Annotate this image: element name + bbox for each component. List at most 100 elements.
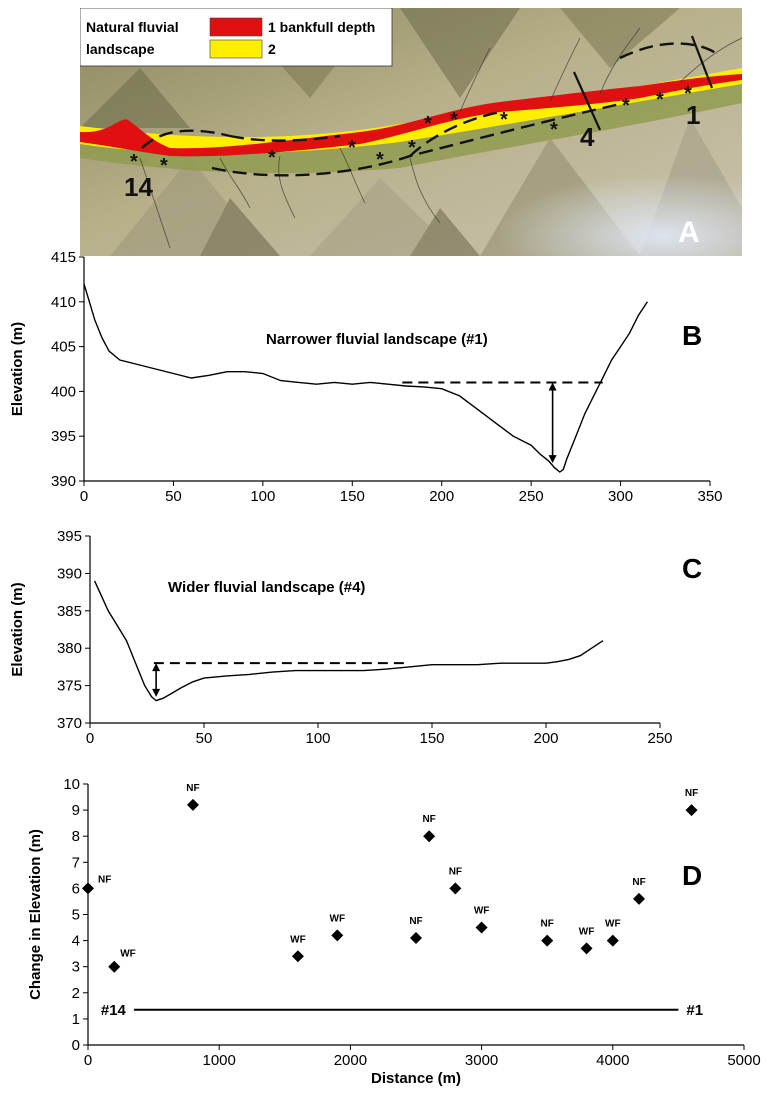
panel-d-point-label: NF bbox=[186, 783, 199, 794]
panel-d-y-tick-label: 3 bbox=[72, 959, 80, 976]
panel-c-x-tick-label: 250 bbox=[647, 730, 672, 747]
panel-d-y-tick-label: 0 bbox=[72, 1037, 80, 1054]
legend-title-line1: Natural fluvial bbox=[86, 19, 179, 35]
panel-d-y-tick-label: 8 bbox=[72, 828, 80, 845]
panel-c-y-tick-label: 395 bbox=[57, 528, 82, 545]
panel-d-point-label: WF bbox=[120, 949, 136, 960]
relief-map: ** ** ** ** ** ** * 14 4 1 A Natural flu… bbox=[80, 8, 742, 256]
chart-panel-b: 0 50 100 150 200 250 300 350 390 395 400 405 410 415 E… bbox=[9, 249, 723, 505]
chart-panel-c: 0 50 100 150 200 250 370 375 380 385 390 395 Elevati… bbox=[9, 528, 702, 747]
panel-b-x-tick-label: 350 bbox=[697, 488, 722, 505]
panel-c-y-tick-label: 375 bbox=[57, 678, 82, 695]
panel-d-data-point bbox=[82, 882, 94, 895]
panel-d-point-label: NF bbox=[685, 788, 698, 799]
panel-c-depth-arrow-head-bottom bbox=[152, 688, 161, 697]
panel-b-y-tick-label: 390 bbox=[51, 473, 76, 490]
panel-c-x-tick-label: 50 bbox=[196, 730, 213, 747]
panel-d-x-tick-label: 5000 bbox=[727, 1052, 760, 1069]
panel-c-y-tick-label: 385 bbox=[57, 603, 82, 620]
legend-label-bankfull: 1 bankfull depth bbox=[268, 19, 375, 35]
panel-b-depth-arrow-head-top bbox=[548, 382, 557, 391]
panel-c-elevation-profile bbox=[93, 580, 604, 702]
panel-d-y-tick-label: 4 bbox=[72, 933, 80, 950]
panel-b-y-axis-title: Elevation (m) bbox=[9, 322, 26, 416]
panel-d-x-tick-label: 0 bbox=[84, 1052, 92, 1069]
panel-d-x-tick-label: 2000 bbox=[334, 1052, 367, 1069]
panel-d-y-tick-label: 9 bbox=[72, 802, 80, 819]
panel-d-y-axis-title: Change in Elevation (m) bbox=[27, 829, 44, 1000]
panel-b-x-tick-label: 300 bbox=[608, 488, 633, 505]
map-legend: Natural fluvial landscape 1 bankfull dep… bbox=[80, 8, 393, 67]
panel-b-y-tick-label: 395 bbox=[51, 428, 76, 445]
panel-d-y-tick-label: 10 bbox=[63, 776, 80, 793]
panel-d-data-point bbox=[423, 830, 436, 843]
panel-d-point-label: NF bbox=[449, 866, 462, 877]
panel-b-y-tick-label: 415 bbox=[51, 249, 76, 266]
panel-d-point-label: NF bbox=[632, 877, 645, 888]
panel-d-y-tick-label: 2 bbox=[72, 985, 80, 1002]
panel-c-y-tick-label: 390 bbox=[57, 565, 82, 582]
panel-b-x-tick-label: 250 bbox=[519, 488, 544, 505]
panel-d-data-point bbox=[475, 921, 488, 934]
panel-b-x-tick-label: 100 bbox=[250, 488, 275, 505]
panel-d-data-point bbox=[108, 960, 121, 973]
panel-d-data-point bbox=[186, 798, 199, 811]
panel-b-annotation: Narrower fluvial landscape (#1) bbox=[266, 331, 488, 348]
panel-d-data-point bbox=[331, 929, 344, 942]
panel-c-x-tick-label: 200 bbox=[533, 730, 558, 747]
panel-c-y-tick-label: 370 bbox=[57, 715, 82, 732]
legend-swatch-bankfull bbox=[209, 17, 263, 37]
panel-b-x-tick-label: 200 bbox=[429, 488, 454, 505]
panel-b-y-tick-label: 405 bbox=[51, 339, 76, 356]
panel-d-reference-start-label: #14 bbox=[101, 1002, 127, 1019]
panel-d-point-label: WF bbox=[474, 906, 490, 917]
panel-c-depth-arrow-head-top bbox=[152, 663, 161, 672]
panel-d-point-label: WF bbox=[579, 926, 595, 937]
panel-d-data-point bbox=[291, 950, 304, 963]
panel-d-data-point bbox=[685, 804, 698, 817]
panel-d-data-point bbox=[580, 942, 593, 955]
panel-c-annotation: Wider fluvial landscape (#4) bbox=[168, 579, 365, 596]
panel-c-panel-label: C bbox=[682, 553, 702, 584]
panel-d-point-label: NF bbox=[541, 919, 554, 930]
panel-d-point-label: WF bbox=[605, 919, 621, 930]
legend-swatch-2 bbox=[209, 39, 263, 59]
panel-b-x-tick-label: 150 bbox=[340, 488, 365, 505]
panel-d-y-tick-label: 6 bbox=[72, 880, 80, 897]
panel-d-y-tick-label: 7 bbox=[72, 854, 80, 871]
panel-d-point-label: NF bbox=[422, 814, 435, 825]
panel-d-x-tick-label: 3000 bbox=[465, 1052, 498, 1069]
chart-panel-d: 0 1000 2000 3000 4000 5000 0 1 2 3 4 5 6 7 8 9 10 Change … bbox=[27, 776, 761, 1087]
panel-b-x-tick-label: 50 bbox=[165, 488, 182, 505]
panel-d-x-axis-title: Distance (m) bbox=[371, 1070, 461, 1087]
panel-c-y-axis-title: Elevation (m) bbox=[9, 582, 26, 676]
panel-b-panel-label: B bbox=[682, 320, 702, 351]
panel-d-panel-label: D bbox=[682, 860, 702, 891]
panel-d-data-point bbox=[410, 931, 422, 944]
panel-d-data-point bbox=[606, 934, 619, 947]
panel-b-x-tick-label: 0 bbox=[80, 488, 88, 505]
legend-title-line2: landscape bbox=[86, 41, 155, 57]
panel-d-reference-end-label: #1 bbox=[686, 1002, 703, 1019]
panel-label-a: A bbox=[678, 216, 700, 249]
panel-d-point-label: WF bbox=[290, 934, 306, 945]
panel-d-y-tick-label: 5 bbox=[72, 907, 80, 924]
panel-d-x-tick-label: 4000 bbox=[596, 1052, 629, 1069]
panel-c-x-tick-label: 150 bbox=[419, 730, 444, 747]
panel-c-x-tick-label: 100 bbox=[305, 730, 330, 747]
panel-d-y-tick-label: 1 bbox=[72, 1011, 80, 1028]
panel-d-point-label: WF bbox=[330, 913, 346, 924]
panel-c-y-tick-label: 380 bbox=[57, 640, 82, 657]
panel-d-data-point bbox=[449, 882, 462, 895]
panel-b-elevation-profile bbox=[83, 283, 648, 473]
panel-d-point-label: NF bbox=[98, 874, 111, 885]
legend-label-2: 2 bbox=[268, 41, 276, 57]
panel-b-depth-arrow-head-bottom bbox=[548, 455, 557, 464]
panel-d-point-label: NF bbox=[409, 916, 422, 927]
panel-c-x-tick-label: 0 bbox=[86, 730, 94, 747]
panel-b-y-tick-label: 400 bbox=[51, 383, 76, 400]
panel-d-x-tick-label: 1000 bbox=[203, 1052, 236, 1069]
panel-d-data-point bbox=[541, 934, 554, 947]
panel-b-y-tick-label: 410 bbox=[51, 294, 76, 311]
